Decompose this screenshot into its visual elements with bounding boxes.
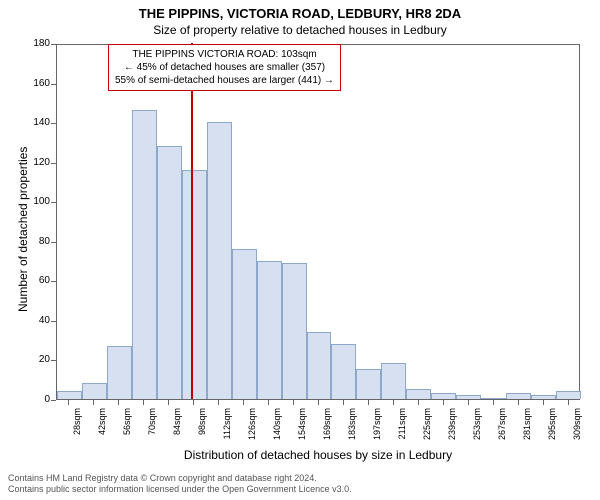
x-axis-label: Distribution of detached houses by size … [56,448,580,462]
x-tick-label: 239sqm [447,408,457,448]
histogram-bar [82,383,107,399]
x-tick [368,400,369,405]
histogram-bar [157,146,182,399]
x-tick [443,400,444,405]
y-tick [51,400,56,401]
x-tick [168,400,169,405]
x-tick-label: 70sqm [147,408,157,448]
histogram-bar [257,261,282,399]
y-tick [51,123,56,124]
histogram-bar [132,110,157,399]
x-tick-label: 253sqm [472,408,482,448]
y-tick-label: 40 [24,315,50,326]
x-tick-label: 267sqm [497,408,507,448]
x-tick [543,400,544,405]
histogram-bar [531,395,556,399]
histogram-bar [456,395,481,399]
y-tick-label: 100 [24,196,50,207]
x-tick-label: 309sqm [572,408,582,448]
x-tick-label: 140sqm [272,408,282,448]
footer-line-2: Contains public sector information licen… [8,484,352,496]
histogram-bar [282,263,307,399]
chart-annotation: THE PIPPINS VICTORIA ROAD: 103sqm← 45% o… [108,44,341,91]
property-marker-line [191,43,193,399]
histogram-bar [57,391,82,399]
y-tick-label: 120 [24,157,50,168]
x-tick-label: 154sqm [297,408,307,448]
x-tick-label: 112sqm [222,408,232,448]
y-tick [51,321,56,322]
annotation-line: ← 45% of detached houses are smaller (35… [115,61,334,74]
chart-title-sub: Size of property relative to detached ho… [0,21,600,37]
x-tick [218,400,219,405]
x-tick [68,400,69,405]
x-tick [518,400,519,405]
y-tick-label: 80 [24,236,50,247]
x-tick-label: 295sqm [547,408,557,448]
histogram-bar [431,393,456,399]
y-tick-label: 20 [24,354,50,365]
histogram-bar [331,344,356,399]
y-tick-label: 160 [24,78,50,89]
y-tick [51,84,56,85]
x-tick [193,400,194,405]
y-tick [51,360,56,361]
annotation-line: THE PIPPINS VICTORIA ROAD: 103sqm [115,48,334,61]
x-tick-label: 281sqm [522,408,532,448]
x-tick-label: 98sqm [197,408,207,448]
y-tick [51,44,56,45]
x-tick [318,400,319,405]
footer-line-1: Contains HM Land Registry data © Crown c… [8,473,352,485]
histogram-bar [556,391,581,399]
y-tick-label: 180 [24,38,50,49]
y-tick [51,281,56,282]
x-tick-label: 42sqm [97,408,107,448]
x-tick [143,400,144,405]
histogram-bar [406,389,431,399]
x-tick-label: 197sqm [372,408,382,448]
chart-plot-area [56,44,580,400]
x-tick-label: 84sqm [172,408,182,448]
y-tick [51,163,56,164]
x-tick [568,400,569,405]
histogram-bar [506,393,531,399]
x-tick [343,400,344,405]
x-tick [268,400,269,405]
x-tick [243,400,244,405]
histogram-bar [107,346,132,399]
annotation-line: 55% of semi-detached houses are larger (… [115,74,334,87]
x-tick [418,400,419,405]
x-tick-label: 28sqm [72,408,82,448]
chart-title-main: THE PIPPINS, VICTORIA ROAD, LEDBURY, HR8… [0,0,600,21]
y-tick-label: 0 [24,394,50,405]
histogram-bar [381,363,406,399]
x-tick [118,400,119,405]
x-tick-label: 183sqm [347,408,357,448]
x-tick-label: 126sqm [247,408,257,448]
y-axis-label: Number of detached properties [16,147,30,312]
histogram-bar [307,332,332,399]
histogram-bar [356,369,381,399]
x-tick [493,400,494,405]
x-tick-label: 211sqm [397,408,407,448]
x-tick [393,400,394,405]
x-tick-label: 225sqm [422,408,432,448]
histogram-bar [207,122,232,399]
x-tick-label: 169sqm [322,408,332,448]
x-tick-label: 56sqm [122,408,132,448]
x-tick [293,400,294,405]
histogram-bar [232,249,257,399]
y-tick-label: 140 [24,117,50,128]
x-tick [468,400,469,405]
x-tick [93,400,94,405]
y-tick [51,242,56,243]
histogram-bar [481,398,506,399]
histogram-bar [182,170,207,399]
y-tick [51,202,56,203]
y-tick-label: 60 [24,275,50,286]
footer-attribution: Contains HM Land Registry data © Crown c… [8,473,352,496]
